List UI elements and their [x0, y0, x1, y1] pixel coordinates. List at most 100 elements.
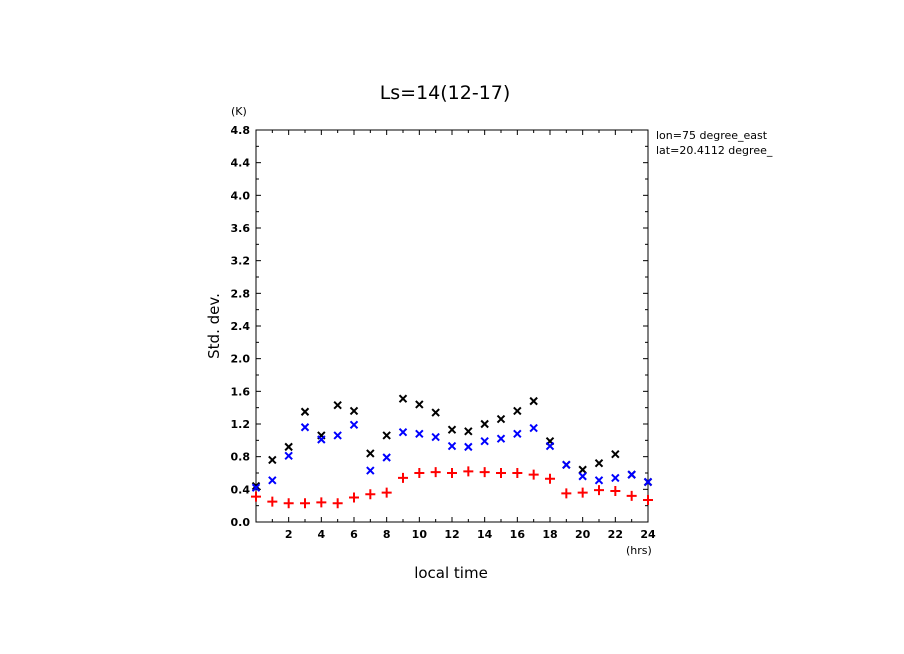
data-point [283, 498, 294, 509]
data-point [300, 498, 310, 509]
data-point [578, 472, 587, 481]
x-tick-label: 24 [640, 528, 656, 541]
data-point [268, 455, 277, 465]
series-2 [251, 466, 653, 509]
data-point [431, 408, 440, 417]
y-tick-label: 0.4 [231, 483, 251, 496]
data-point [251, 483, 261, 492]
y-tick-label: 3.2 [231, 255, 251, 268]
data-point [529, 423, 538, 433]
data-point [284, 442, 293, 452]
series-1 [251, 420, 653, 492]
data-point [415, 400, 424, 409]
data-point [464, 442, 473, 452]
data-point [464, 427, 473, 436]
x-axis-unit: (hrs) [626, 544, 652, 557]
data-point [300, 423, 310, 432]
x-axis-label: local time [414, 564, 488, 582]
annotation-lon: lon=75 degree_east [656, 129, 768, 142]
data-point [398, 394, 408, 403]
data-point [414, 468, 425, 478]
data-point [626, 490, 637, 501]
data-point [366, 466, 375, 475]
x-tick-label: 10 [412, 528, 428, 541]
data-point [447, 441, 457, 451]
y-tick-label: 4.8 [231, 124, 251, 137]
data-point [333, 431, 342, 440]
data-point [300, 407, 310, 416]
data-point [284, 451, 293, 461]
y-axis-unit: (K) [231, 105, 247, 118]
x-tick-label: 20 [575, 528, 591, 541]
data-point [594, 476, 604, 485]
data-point [578, 465, 587, 474]
data-point [447, 425, 457, 434]
data-point [496, 414, 506, 424]
y-tick-label: 2.0 [231, 353, 251, 366]
data-point [268, 476, 277, 485]
x-tick-label: 4 [318, 528, 326, 541]
data-point [610, 485, 621, 496]
data-point [349, 492, 359, 503]
data-point [333, 401, 342, 410]
data-markers [251, 394, 653, 509]
data-point [480, 419, 489, 429]
data-point [529, 396, 538, 406]
y-tick-label: 2.8 [231, 287, 251, 300]
data-point [463, 466, 474, 477]
x-tick-label: 6 [350, 528, 358, 541]
x-tick-label: 22 [608, 528, 623, 541]
data-point [561, 488, 572, 499]
chart-title: Ls=14(12-17) [380, 82, 511, 104]
data-point [513, 429, 522, 439]
data-point [562, 460, 571, 470]
data-point [349, 420, 359, 430]
data-point [317, 435, 326, 444]
data-point [479, 467, 490, 478]
data-point [430, 467, 441, 478]
x-tick-label: 8 [383, 528, 391, 541]
data-point [545, 441, 555, 451]
x-tick-label: 18 [542, 528, 557, 541]
y-tick-label: 4.0 [231, 189, 251, 202]
data-point [512, 468, 523, 478]
data-point [316, 497, 327, 508]
data-point [366, 449, 375, 458]
annotation-lat: lat=20.4112 degree_ [656, 144, 773, 157]
y-tick-label: 1.2 [231, 418, 251, 431]
data-point [577, 487, 588, 498]
data-point [480, 436, 489, 446]
x-tick-label: 16 [510, 528, 526, 541]
data-point [382, 431, 391, 440]
data-point [431, 432, 440, 442]
y-tick-label: 2.4 [231, 320, 251, 333]
data-point [267, 496, 278, 507]
data-point [447, 468, 457, 478]
data-point [643, 477, 653, 487]
data-point [365, 489, 376, 500]
data-point [398, 472, 408, 483]
data-point [381, 487, 392, 498]
data-point [398, 427, 408, 437]
x-tick-label: 14 [477, 528, 493, 541]
data-point [251, 491, 261, 502]
data-point [627, 470, 636, 479]
x-tick-label: 2 [285, 528, 293, 541]
x-tick-label: 12 [444, 528, 459, 541]
y-tick-label: 4.4 [231, 157, 251, 170]
data-point [349, 406, 359, 416]
data-point [513, 406, 522, 416]
data-point [611, 473, 620, 483]
axis-ticks: 0.0 0.4 0.8 1.2 1.6 2.0 2.4 2.8 3.2 3.6 4.0 4.4 4.8 2… [231, 124, 656, 541]
data-point [611, 450, 620, 459]
y-tick-label: 3.6 [231, 222, 251, 235]
y-tick-label: 0.0 [231, 516, 251, 529]
data-point [594, 485, 604, 496]
data-point [545, 473, 555, 484]
plot-frame [255, 129, 649, 523]
data-point [594, 458, 604, 468]
data-point [496, 434, 506, 443]
data-point [415, 429, 424, 439]
data-point [332, 498, 343, 509]
